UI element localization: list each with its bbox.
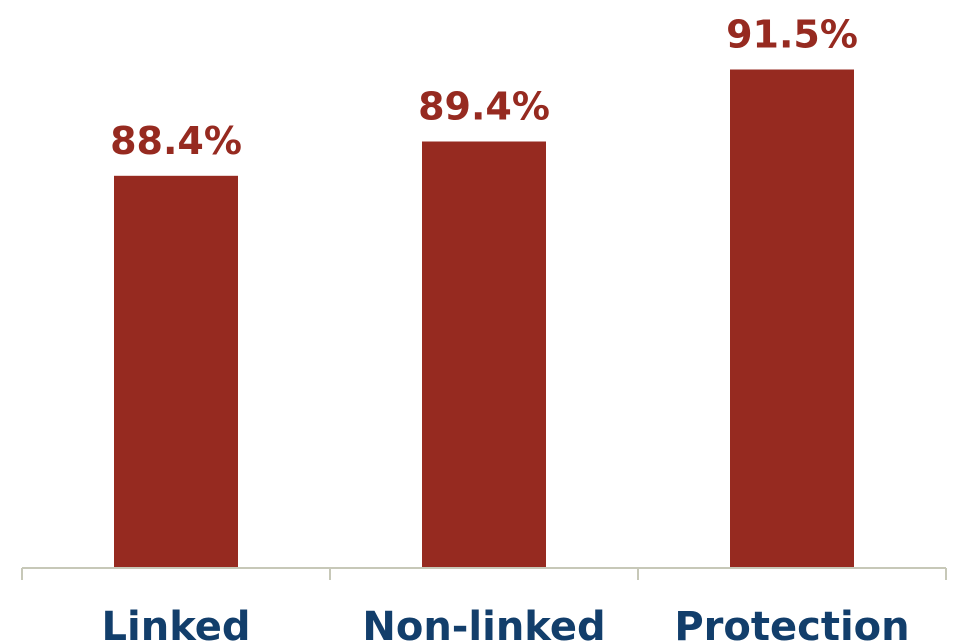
bar-linked xyxy=(114,175,238,568)
category-label-linked: Linked xyxy=(102,604,251,643)
data-labels-group: 88.4% 89.4% 91.5% xyxy=(110,13,858,163)
category-label-non-linked: Non-linked xyxy=(362,604,605,643)
bar-non-linked xyxy=(422,141,546,567)
bar-protection xyxy=(730,69,854,567)
category-label-protection: Protection xyxy=(674,604,909,643)
data-label-non-linked: 89.4% xyxy=(418,85,550,129)
data-label-linked: 88.4% xyxy=(110,119,242,163)
x-axis xyxy=(21,567,947,580)
data-label-protection: 91.5% xyxy=(726,13,858,57)
category-labels-group: Linked Non-linked Protection xyxy=(102,604,910,643)
bars-group xyxy=(114,69,854,568)
